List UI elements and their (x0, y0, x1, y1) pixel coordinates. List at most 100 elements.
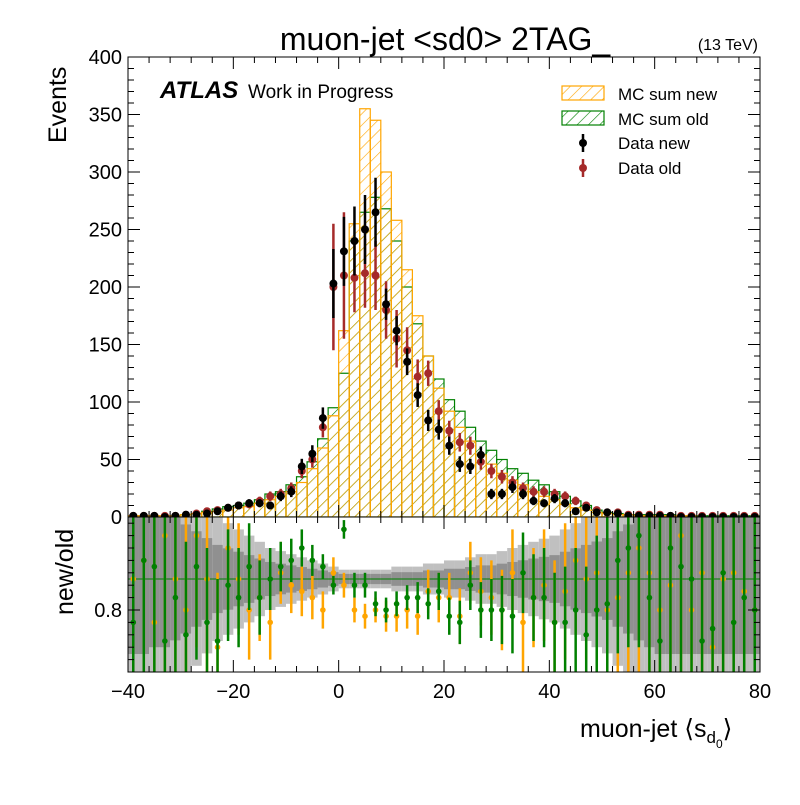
data-point (592, 508, 601, 517)
data-point (455, 460, 464, 469)
ratio-point (667, 545, 674, 551)
ratio-point (393, 601, 400, 607)
data-point (540, 487, 549, 496)
ratio-point (414, 613, 421, 619)
x-axis-label-main: muon-jet ⟨s (580, 715, 706, 743)
ratio-point (299, 545, 305, 551)
data-point (571, 507, 580, 516)
data-point (666, 511, 675, 517)
x-axis-label-subsub: 0 (716, 737, 723, 751)
ratio-point (720, 570, 726, 576)
ratio-point (657, 638, 663, 644)
data-point (508, 483, 517, 492)
ratio-point (330, 570, 337, 576)
data-point (413, 372, 422, 381)
legend-label-mc-new: MC sum new (618, 85, 718, 104)
ratio-point (688, 576, 695, 582)
data-point (192, 510, 201, 517)
ratio-point (709, 625, 716, 632)
data-point (171, 511, 180, 517)
ratio-point (636, 532, 642, 539)
data-point (224, 503, 233, 512)
data-point (466, 462, 475, 471)
data-point (719, 513, 728, 517)
data-point (424, 369, 433, 378)
data-point (497, 490, 506, 498)
ratio-point (235, 594, 242, 601)
legend-marker-data-old (579, 164, 587, 172)
ratio-point (204, 619, 210, 626)
data-point (708, 513, 717, 517)
ratio-point (214, 638, 221, 644)
ratio-point (225, 582, 231, 588)
ratio-point (446, 613, 453, 619)
x-tick-label: 20 (433, 681, 455, 703)
data-point (339, 247, 348, 256)
data-point (445, 426, 454, 435)
data-points (129, 177, 759, 517)
ratio-point (341, 582, 347, 588)
data-point (529, 487, 538, 496)
data-point (655, 511, 664, 517)
atlas-sub-label: Work in Progress (248, 82, 393, 103)
data-point (645, 511, 654, 517)
ratio-point (362, 582, 368, 588)
y-tick-label: 0 (111, 507, 122, 529)
mc-bin (380, 171, 392, 517)
ratio-point (351, 582, 358, 588)
ratio-point (277, 563, 284, 570)
data-point (497, 472, 506, 481)
ratio-point (425, 601, 432, 607)
mc-bin (306, 468, 319, 517)
data-point (519, 484, 527, 493)
ratio-point (320, 563, 326, 570)
ratio-point (299, 588, 305, 595)
legend-label-data-new: Data new (618, 134, 691, 153)
ratio-point (162, 638, 168, 644)
data-point (350, 237, 359, 245)
ratio-point (478, 607, 484, 613)
legend-swatch-mc-new (561, 85, 605, 101)
y-tick-label: 200 (89, 277, 122, 299)
data-point (540, 499, 549, 508)
y-tick-label: 150 (89, 335, 122, 357)
mc-bin (327, 415, 340, 517)
ratio-point (604, 601, 611, 607)
data-point (150, 511, 159, 517)
data-point (729, 513, 738, 517)
data-point (266, 492, 275, 501)
data-point (740, 513, 749, 517)
data-point (687, 513, 696, 517)
x-tick-label: −20 (216, 681, 250, 703)
data-point (213, 507, 222, 516)
svg-text:muon-jet ⟨sd0⟩: muon-jet ⟨sd0⟩ (580, 715, 732, 751)
data-point (297, 462, 306, 471)
data-point (466, 441, 475, 450)
data-point (582, 503, 591, 512)
legend-swatch-mc-old (561, 110, 605, 126)
ratio-point (551, 619, 558, 626)
data-point (203, 509, 211, 517)
ratio-point (193, 563, 200, 570)
data-point (434, 407, 443, 416)
legend-entry-data-old: Data old (579, 159, 681, 178)
ratio-point (499, 607, 505, 613)
data-point (287, 487, 296, 496)
x-axis-label-close: ⟩ (723, 715, 733, 743)
ratio-point (541, 594, 547, 601)
data-point (476, 450, 485, 459)
y-tick-label: 100 (89, 392, 122, 414)
legend-entry-data-new: Data new (579, 134, 691, 153)
ratio-point (467, 582, 474, 588)
data-point (561, 492, 570, 501)
ratio-point (288, 557, 295, 564)
x-tick-label: −40 (111, 681, 145, 703)
data-point (571, 496, 580, 505)
data-point (624, 511, 633, 517)
ratio-point (362, 613, 368, 619)
y-tick-label: 350 (89, 105, 122, 127)
data-point (487, 490, 496, 498)
ratio-point (141, 557, 147, 564)
